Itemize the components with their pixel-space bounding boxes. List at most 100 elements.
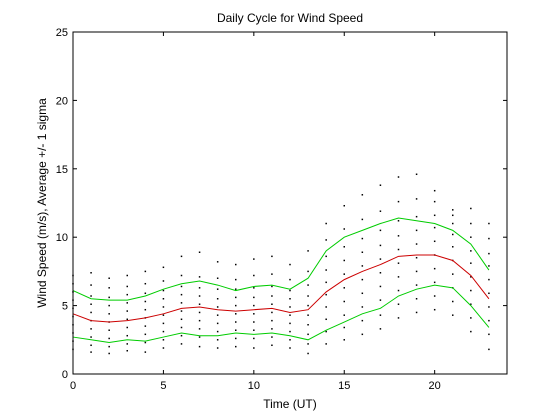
scatter-point-78 — [198, 276, 201, 278]
scatter-point-165 — [361, 265, 364, 267]
scatter-point-140 — [325, 343, 327, 345]
scatter-point-65 — [180, 302, 183, 304]
scatter-point-40 — [144, 351, 147, 353]
scatter-point-190 — [415, 311, 418, 314]
scatter-point-169 — [361, 194, 364, 196]
y-tick-label: 20 — [56, 95, 68, 107]
plot-frame — [72, 31, 508, 375]
chart-title: Daily Cycle for Wind Speed — [217, 11, 363, 25]
scatter-point-173 — [379, 285, 382, 288]
scatter-point-37 — [126, 293, 128, 296]
scatter-point-184 — [397, 262, 400, 264]
scatter-point-45 — [144, 308, 147, 311]
scatter-point-102 — [253, 329, 255, 331]
scatter-point-21 — [108, 345, 110, 348]
scatter-point-192 — [415, 284, 418, 286]
scatter-point-31 — [126, 343, 128, 345]
scatter-point-10 — [90, 351, 92, 353]
scatter-point-25 — [108, 313, 110, 315]
y-axis-label: Wind Speed (m/s), Average +/- 1 sigma — [35, 98, 49, 308]
scatter-point-66 — [180, 293, 183, 296]
scatter-point-133 — [307, 324, 309, 326]
scatter-point-154 — [343, 287, 345, 289]
scatter-point-197 — [415, 215, 418, 218]
scatter-point-237 — [488, 252, 490, 255]
scatter-point-27 — [108, 296, 110, 299]
y-tick-label: 15 — [56, 164, 68, 176]
series-line-minus-1-sigma — [72, 284, 490, 344]
scatter-point-19 — [90, 272, 92, 274]
scatter-point-139 — [307, 250, 309, 252]
scatter-point-12 — [90, 336, 92, 338]
x-tick-label: 0 — [70, 380, 76, 392]
scatter-point-15 — [90, 311, 92, 314]
y-tick-label: 0 — [62, 369, 68, 381]
scatter-point-151 — [343, 326, 345, 329]
scatter-point-92 — [235, 329, 237, 331]
scatter-point-132 — [307, 333, 309, 336]
scatter-point-149 — [325, 222, 327, 225]
scatter-point-180 — [397, 317, 400, 319]
scatter-point-155 — [343, 273, 345, 275]
scatter-point-162 — [361, 306, 364, 308]
scatter-point-42 — [144, 333, 147, 336]
scatter-point-156 — [343, 259, 345, 262]
scatter-point-131 — [307, 343, 309, 345]
scatter-point-34 — [126, 318, 128, 321]
scatter-point-29 — [108, 277, 110, 279]
scatter-point-189 — [397, 176, 400, 178]
scatter-point-182 — [397, 289, 400, 292]
scatter-point-172 — [379, 299, 382, 301]
scatter-point-41 — [144, 341, 147, 344]
scatter-point-208 — [433, 200, 436, 203]
scatter-point-175 — [379, 258, 382, 260]
scatter-point-79 — [198, 251, 201, 253]
scatter-point-120 — [289, 347, 291, 349]
scatter-point-93 — [235, 321, 237, 323]
scatter-point-221 — [470, 317, 472, 319]
scatter-point-104 — [253, 313, 255, 315]
scatter-point-157 — [343, 246, 345, 248]
scatter-point-68 — [180, 274, 183, 277]
scatter-point-233 — [488, 306, 490, 308]
x-tick-label: 10 — [248, 380, 260, 392]
scatter-point-59 — [162, 266, 165, 269]
scatter-point-210 — [452, 314, 454, 316]
scatter-point-231 — [488, 333, 490, 336]
scatter-point-152 — [343, 314, 345, 316]
scatter-point-163 — [361, 292, 364, 295]
y-tick-label: 25 — [56, 27, 68, 39]
scatter-point-207 — [433, 214, 436, 217]
scatter-point-228 — [470, 222, 472, 225]
scatter-point-125 — [289, 306, 291, 308]
scatter-point-84 — [216, 314, 219, 316]
scatter-point-141 — [325, 330, 327, 333]
scatter-point-171 — [379, 314, 382, 316]
scatter-point-196 — [415, 229, 418, 232]
scatter-point-47 — [144, 292, 147, 295]
scatter-point-70 — [198, 345, 201, 348]
scatter-point-199 — [415, 173, 418, 176]
scatter-point-97 — [235, 288, 237, 290]
scatter-point-50 — [162, 347, 165, 349]
scatter-point-90 — [235, 345, 237, 348]
x-tick-label: 15 — [338, 380, 350, 392]
scatter-point-32 — [126, 334, 128, 337]
scatter-point-198 — [415, 198, 418, 200]
scatter-point-167 — [361, 237, 364, 240]
scatter-point-235 — [488, 278, 490, 281]
scatter-point-146 — [325, 269, 327, 271]
scatter-point-117 — [271, 285, 273, 288]
scatter-point-108 — [253, 274, 255, 277]
scatter-point-200 — [433, 308, 436, 311]
scatter-point-17 — [90, 295, 92, 297]
scatter-point-52 — [162, 330, 165, 333]
scatter-point-30 — [126, 349, 128, 352]
scatter-point-134 — [307, 314, 309, 316]
scatter-point-164 — [361, 278, 364, 281]
scatter-point-143 — [325, 306, 327, 308]
scatter-point-128 — [289, 278, 291, 281]
scatter-point-107 — [253, 287, 255, 289]
scatter-point-191 — [415, 298, 418, 300]
scatter-point-147 — [325, 255, 327, 258]
